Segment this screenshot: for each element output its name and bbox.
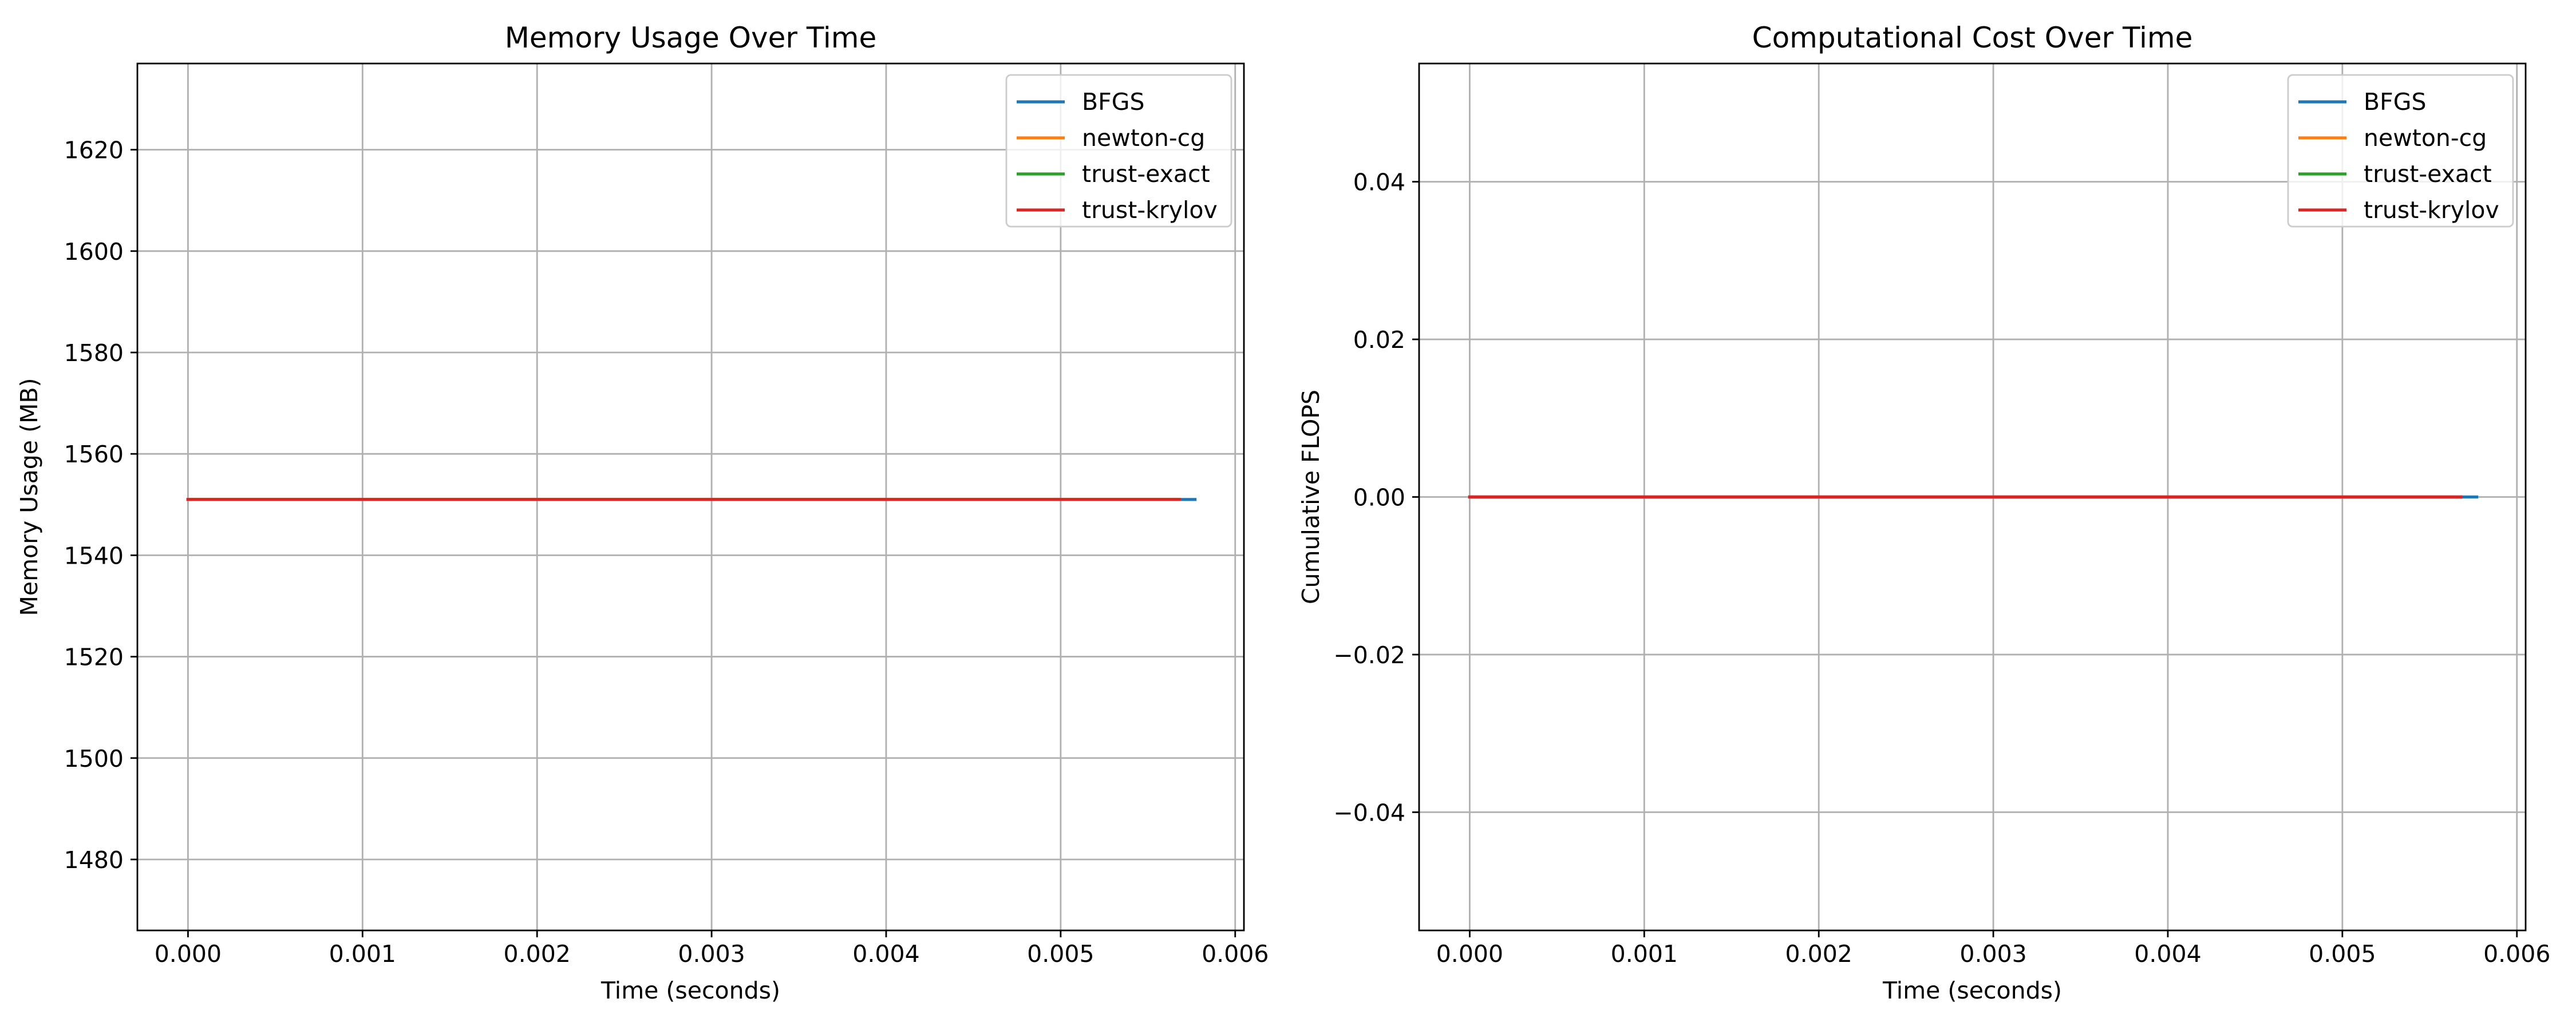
y-tick-label: 1480 xyxy=(64,846,124,874)
x-tick-label: 0.005 xyxy=(1027,940,1094,968)
legend-label: BFGS xyxy=(1082,88,1145,116)
y-axis-label: Memory Usage (MB) xyxy=(15,378,43,616)
legend-label: BFGS xyxy=(2364,88,2427,116)
x-tick-label: 0.004 xyxy=(2134,940,2201,968)
y-tick-label: 1620 xyxy=(64,137,124,164)
x-tick-label: 0.001 xyxy=(1611,940,1678,968)
legend-label: trust-exact xyxy=(1082,160,1210,188)
x-tick-label: 0.006 xyxy=(2483,940,2550,968)
y-tick-label: 1560 xyxy=(64,441,124,468)
x-tick-label: 0.000 xyxy=(1436,940,1503,968)
chart-title: Memory Usage Over Time xyxy=(505,21,876,54)
x-axis-label: Time (seconds) xyxy=(600,977,780,1004)
x-tick-label: 0.003 xyxy=(678,940,745,968)
x-tick-label: 0.003 xyxy=(1959,940,2026,968)
y-tick-label: 1500 xyxy=(64,745,124,772)
legend-box xyxy=(1005,74,1232,228)
x-tick-label: 0.000 xyxy=(155,940,222,968)
legend: BFGS newton-cg trust-exact trust-krylov xyxy=(2287,74,2514,228)
chart-title: Computational Cost Over Time xyxy=(1752,21,2193,54)
y-tick-label: 1540 xyxy=(64,542,124,569)
y-tick-label: 1580 xyxy=(64,339,124,367)
legend-label: newton-cg xyxy=(2364,124,2487,152)
x-axis-label: Time (seconds) xyxy=(1882,977,2062,1004)
legend-box xyxy=(2287,74,2514,228)
x-tick-label: 0.002 xyxy=(504,940,571,968)
chart-panel-2: 0.000 0.001 0.002 0.003 0.004 0.005 0.006 −0.04… xyxy=(1297,21,2550,1004)
legend-label: trust-exact xyxy=(2364,160,2492,188)
x-tick-label: 0.006 xyxy=(1202,940,1269,968)
x-tick-label: 0.005 xyxy=(2309,940,2376,968)
legend-label: trust-krylov xyxy=(1082,196,1218,224)
x-tick-label: 0.002 xyxy=(1785,940,1852,968)
y-tick-label: 1520 xyxy=(64,644,124,671)
legend-label: trust-krylov xyxy=(2364,196,2499,224)
y-tick-label: −0.02 xyxy=(1333,641,1405,669)
y-tick-label: −0.04 xyxy=(1333,799,1405,826)
y-tick-label: 0.02 xyxy=(1353,326,1405,354)
y-axis-label: Cumulative FLOPS xyxy=(1297,390,1325,604)
chart-panel-1: 0.000 0.001 0.002 0.003 0.004 0.005 0.006 1480 1… xyxy=(15,21,1269,1004)
y-tick-label: 0.00 xyxy=(1353,484,1405,512)
legend-label: newton-cg xyxy=(1082,124,1205,152)
y-tick-label: 1600 xyxy=(64,238,124,266)
legend: BFGS newton-cg trust-exact trust-krylov xyxy=(1005,74,1232,228)
axes-frame xyxy=(136,62,1245,932)
y-tick-label: 0.04 xyxy=(1353,169,1405,196)
x-tick-label: 0.001 xyxy=(329,940,396,968)
x-tick-label: 0.004 xyxy=(852,940,919,968)
